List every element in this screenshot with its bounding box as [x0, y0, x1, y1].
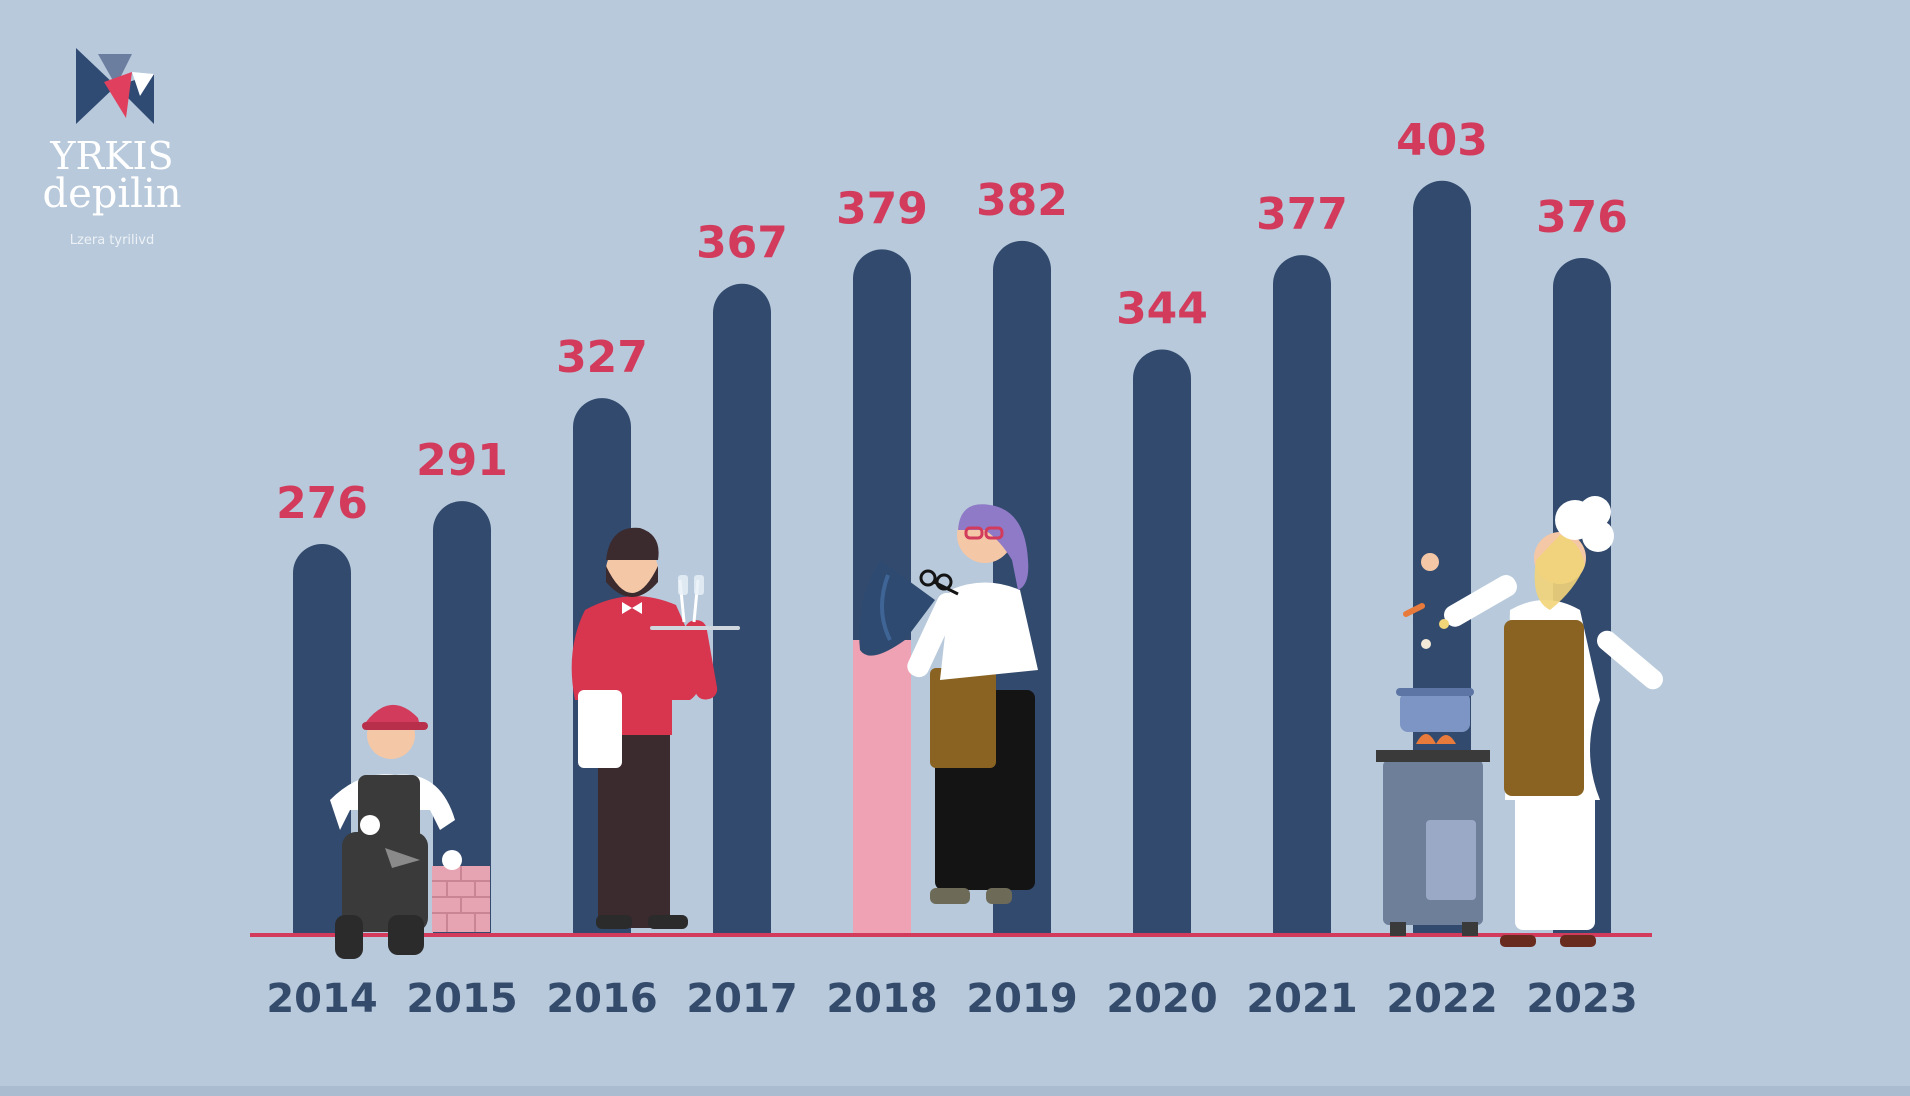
scissors-icon — [919, 569, 959, 596]
chef-hat-icon — [1555, 496, 1614, 552]
bricklayer-figure — [330, 704, 490, 959]
value-label-2023: 376 — [1536, 192, 1628, 243]
value-label-2014: 276 — [276, 478, 368, 529]
bar-2017 — [713, 283, 771, 937]
chef-figure — [1376, 496, 1663, 947]
year-labels-group: 2014 2015 2016 2017 2018 2019 2020 2021 2022 2023 — [266, 976, 1637, 1022]
year-label-2014: 2014 — [266, 976, 377, 1022]
logo-line1: YRKIS — [50, 134, 174, 178]
hairdresser-figure — [859, 504, 1038, 904]
year-label-2021: 2021 — [1246, 976, 1357, 1022]
year-label-2020: 2020 — [1106, 976, 1217, 1022]
bar-base-2021 — [1273, 895, 1331, 937]
logo-line2: depilin — [42, 171, 182, 217]
value-labels-group: 276 291 327 367 379 382 344 377 403 376 — [276, 115, 1628, 529]
bottom-band — [0, 1086, 1910, 1096]
waiter-figure — [571, 527, 740, 929]
value-label-2020: 344 — [1116, 284, 1208, 335]
value-label-2015: 291 — [416, 435, 508, 486]
value-label-2021: 377 — [1256, 189, 1348, 240]
bar-highlight-2018 — [853, 640, 911, 935]
logo-tagline: Lzera tyrilivd — [69, 233, 155, 248]
bar-2022 — [1413, 180, 1471, 937]
value-label-2017: 367 — [696, 218, 788, 269]
brick-wall-icon — [432, 866, 490, 932]
year-label-2019: 2019 — [966, 976, 1077, 1022]
value-label-2016: 327 — [556, 332, 648, 383]
year-label-2022: 2022 — [1386, 976, 1497, 1022]
bar-2020 — [1133, 349, 1191, 937]
value-label-2022: 403 — [1396, 115, 1488, 166]
bar-2014 — [293, 544, 351, 937]
bar-base-2020 — [1133, 895, 1191, 937]
stove-icon — [1376, 750, 1490, 936]
year-label-2017: 2017 — [686, 976, 797, 1022]
year-label-2016: 2016 — [546, 976, 657, 1022]
year-label-2018: 2018 — [826, 976, 937, 1022]
logo-mark-icon — [76, 48, 154, 124]
bar-base-2017 — [713, 895, 771, 937]
year-label-2015: 2015 — [406, 976, 517, 1022]
pot-icon — [1396, 688, 1474, 732]
value-label-2018: 379 — [836, 183, 928, 234]
bar-2015 — [433, 501, 491, 937]
bar-2021 — [1273, 255, 1331, 937]
value-label-2019: 382 — [976, 175, 1068, 226]
year-label-2023: 2023 — [1526, 976, 1637, 1022]
